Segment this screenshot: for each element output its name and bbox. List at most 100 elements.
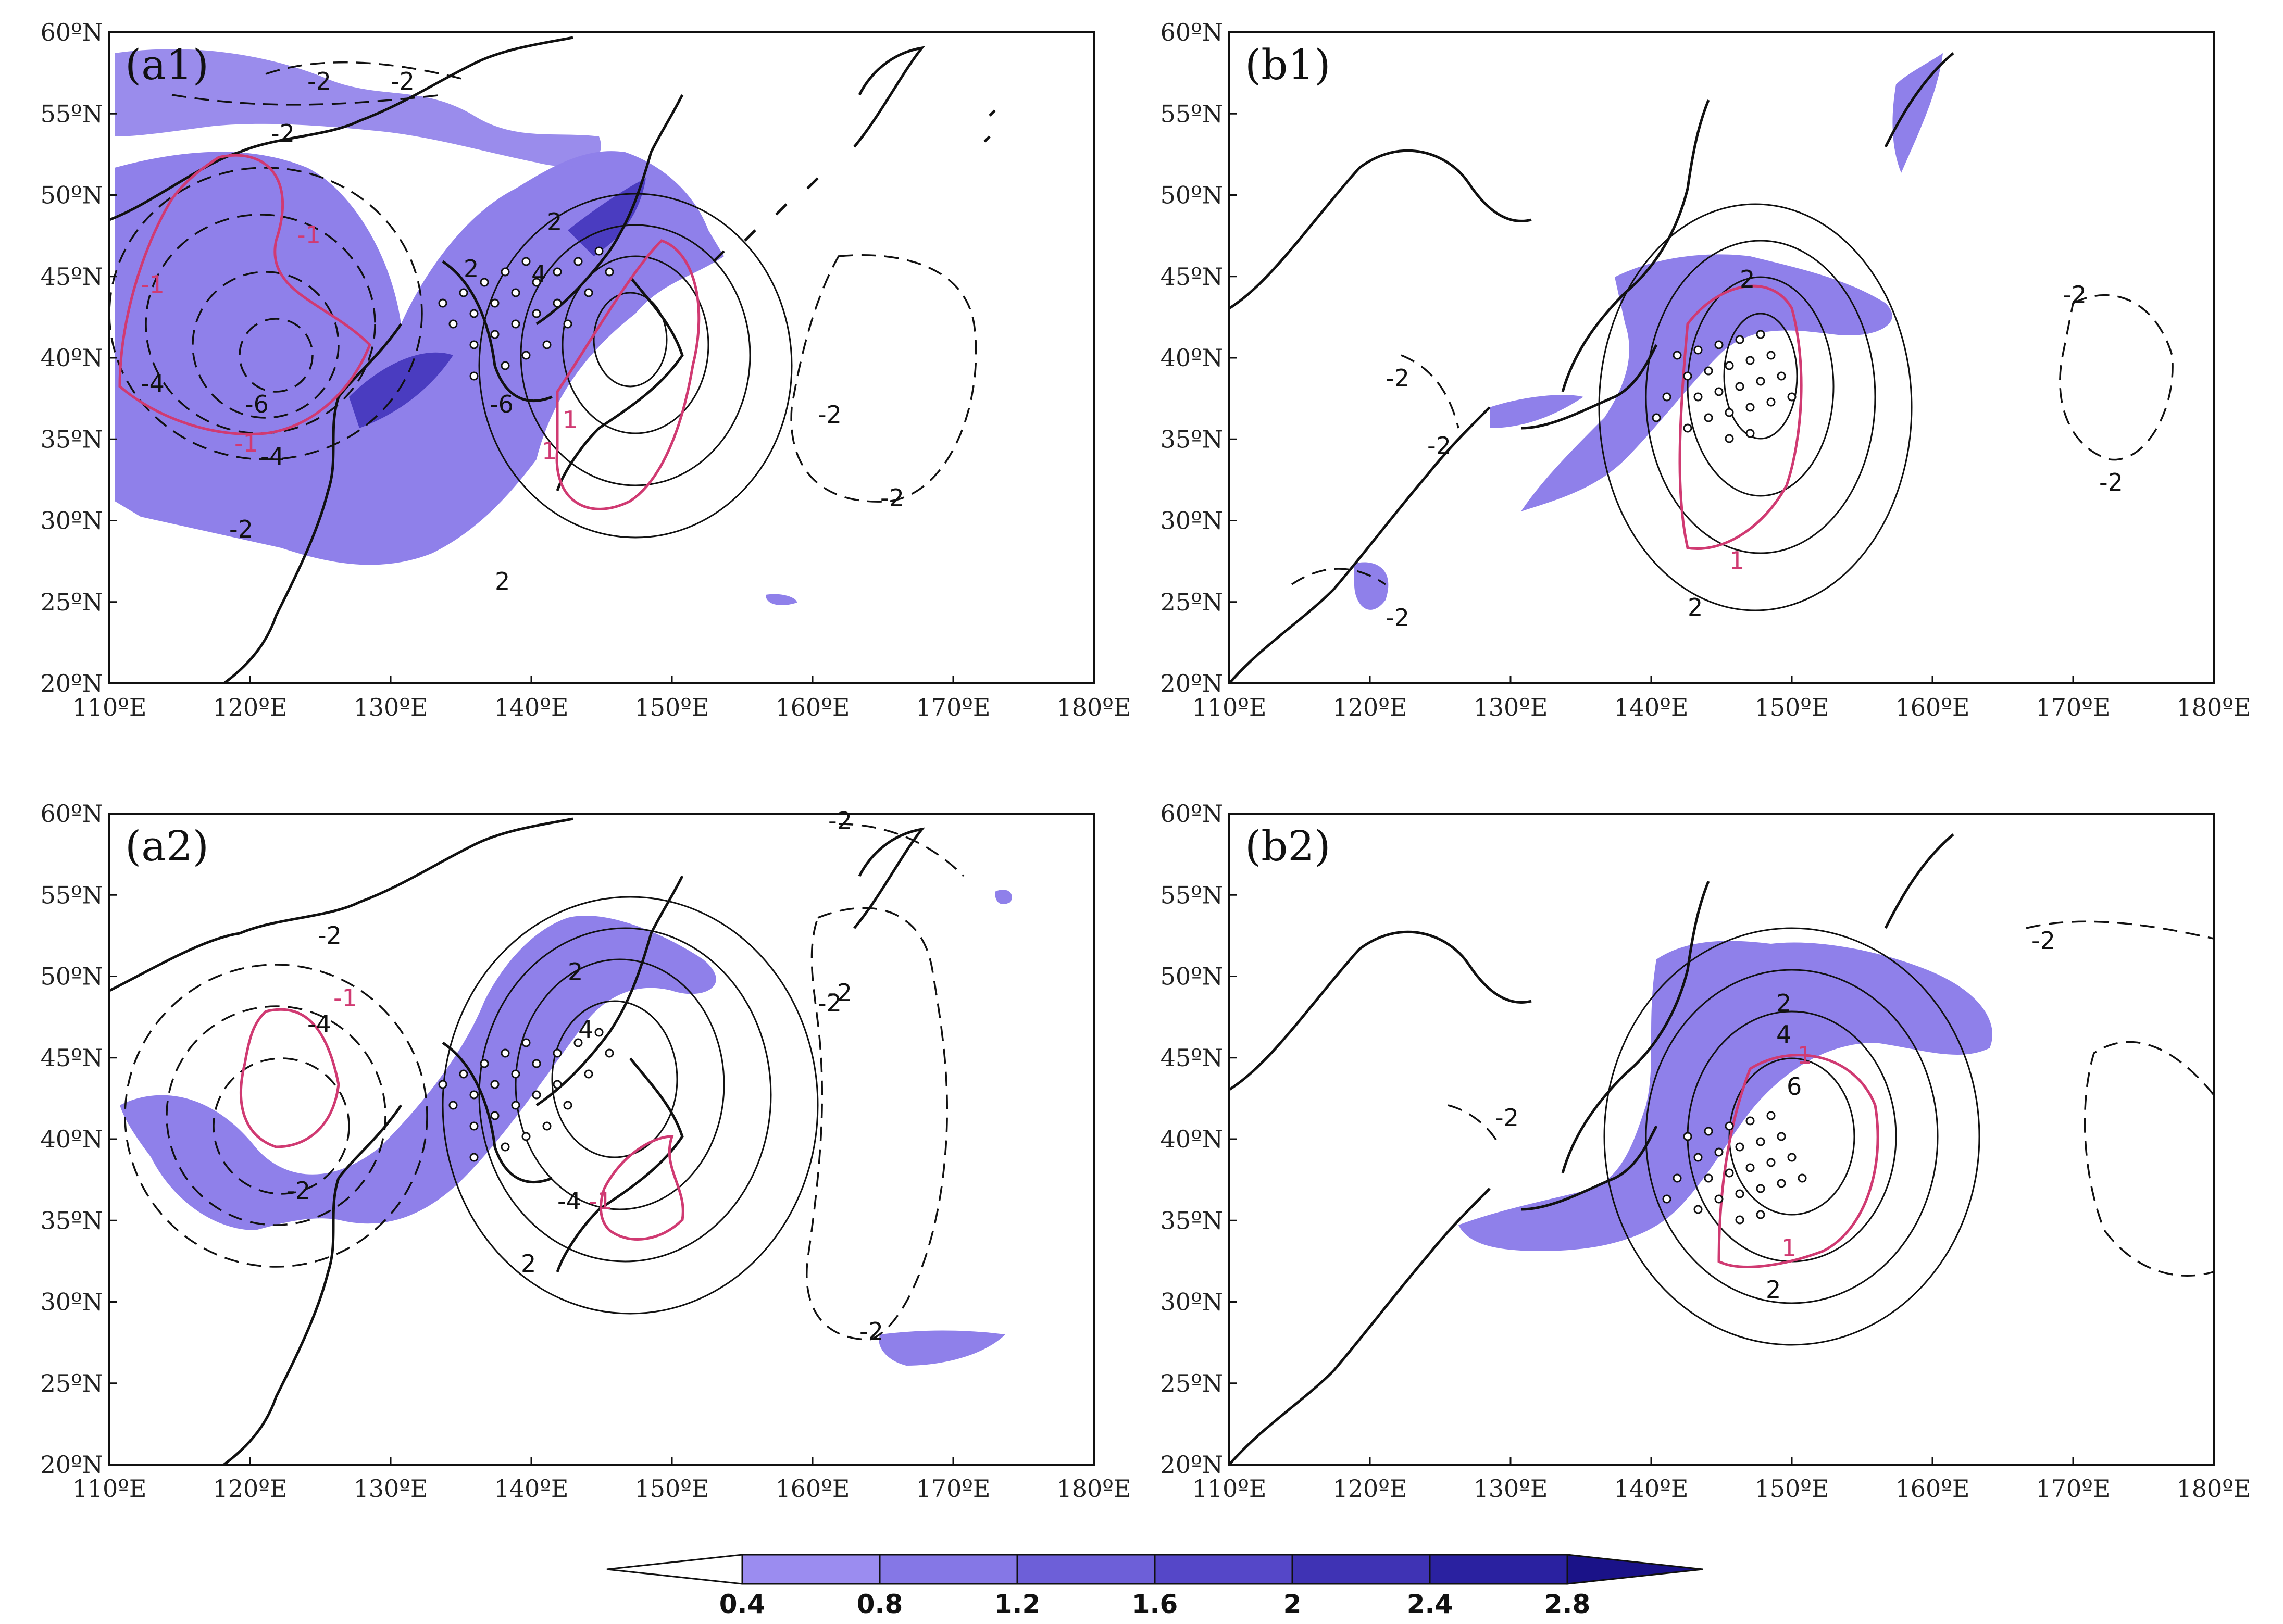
coastline [108, 817, 926, 1466]
colorbar-box [1154, 1554, 1293, 1585]
x-tick-label: 140ºE [1614, 1475, 1688, 1503]
colorbar-label: 2 [1283, 1589, 1302, 1619]
x-tick-label: 130ºE [353, 1475, 428, 1503]
y-tick-label: 25ºN [41, 588, 103, 616]
panel-label: (b1) [1245, 41, 1331, 89]
contour-label: -2 [271, 119, 295, 147]
y-tick-label: 30ºN [1161, 1288, 1223, 1316]
y-tick-label: 55ºN [41, 881, 103, 909]
x-tick-label: 130ºE [1473, 693, 1548, 721]
y-tick-label: 40ºN [1161, 1125, 1223, 1153]
precip-shading [1458, 941, 1992, 1251]
x-tick-label: 110ºE [1192, 1475, 1266, 1503]
colorbar-box [741, 1554, 881, 1585]
contour-label: 2 [568, 958, 583, 986]
contour-label: 1 [1729, 546, 1744, 574]
x-tick-label: 120ºE [213, 1475, 287, 1503]
contour-labels: 2 -2 -2 -2 -2 -2 1 2 [1386, 265, 2123, 632]
contour-label: -2 [880, 484, 904, 512]
coastline [713, 109, 996, 263]
y-tick-label: 20ºN [41, 669, 103, 697]
y-tick-label: 20ºN [1161, 1451, 1223, 1479]
contour-label: 1 [1797, 1041, 1812, 1069]
x-tick-label: 180ºE [1056, 1475, 1131, 1503]
precip-shading [879, 1330, 1005, 1366]
contour-label: -2 [2099, 468, 2123, 496]
contour-label: -2 [229, 515, 253, 543]
y-tick-label: 60ºN [1161, 799, 1223, 828]
contour-label: -2 [318, 921, 342, 950]
map-frame [1228, 31, 2215, 684]
x-tick-label: 140ºE [1614, 693, 1688, 721]
y-tick-label: 50ºN [1161, 181, 1223, 209]
contour-label: -2 [1386, 604, 1409, 632]
contour-label: 1 [542, 437, 557, 465]
x-tick-label: 120ºE [213, 693, 287, 721]
x-tick-label: 180ºE [1056, 693, 1131, 721]
colorbar-label: 0.8 [857, 1589, 903, 1619]
colorbar-label: 1.2 [994, 1589, 1041, 1619]
x-tick-label: 120ºE [1332, 693, 1407, 721]
x-tick-label: 170ºE [916, 693, 990, 721]
contour-label: -2 [1495, 1104, 1519, 1132]
y-tick-label: 40ºN [41, 1125, 103, 1153]
contour-label: -2 [828, 807, 852, 835]
colorbar: 0.4 0.8 1.2 1.6 2 2.4 2.8 [606, 1554, 1703, 1619]
panel-label: (a2) [125, 822, 209, 870]
station-dots [438, 1028, 614, 1162]
x-tick-label: 140ºE [494, 693, 568, 721]
contour-labels: -2 -2 -2 -1 -1 -4 -6 -1 -4 -2 2 2 4 -6 1… [141, 67, 904, 595]
colorbar-extend-max [1566, 1554, 1703, 1585]
coastline [1228, 833, 1954, 1466]
y-tick-label: 40ºN [41, 344, 103, 372]
x-tick-label: 130ºE [1473, 1475, 1548, 1503]
panel-label: (a1) [125, 41, 209, 89]
x-tick-label: 160ºE [1895, 1475, 1969, 1503]
station-dots [438, 246, 614, 381]
y-tick-label: 45ºN [41, 1044, 103, 1072]
y-tick-label: 30ºN [1161, 507, 1223, 535]
x-tick-label: 180ºE [2176, 693, 2251, 721]
contour-label: -6 [490, 390, 514, 418]
y-tick-label: 20ºN [1161, 669, 1223, 697]
x-tick-label: 130ºE [353, 693, 428, 721]
contour-label: -1 [234, 429, 258, 457]
contour-label: -2 [2063, 281, 2087, 309]
precip-shading [1490, 395, 1583, 428]
y-tick-label: 60ºN [1161, 18, 1223, 46]
contour-label: -2 [307, 67, 331, 95]
y-tick-label: 55ºN [41, 99, 103, 128]
contour-label: -2 [391, 67, 415, 95]
y-tick-label: 20ºN [41, 1451, 103, 1479]
contour-label: 2 [1766, 1276, 1781, 1304]
y-tick-label: 55ºN [1161, 99, 1223, 128]
panel-b2: 2 4 1 6 -2 -2 1 2 (b2) [1228, 813, 2215, 1466]
x-tick-label: 170ºE [2036, 693, 2110, 721]
contour-label: -2 [1427, 432, 1451, 460]
x-tick-label: 150ºE [1754, 693, 1829, 721]
contour-label: -2 [818, 401, 842, 429]
contour-label: -1 [333, 984, 357, 1012]
panel-label: (b2) [1245, 822, 1331, 870]
station-dots [1662, 1111, 1807, 1225]
precip-shading [766, 594, 797, 605]
contour-label: -1 [141, 270, 165, 298]
colorbar-box [879, 1554, 1018, 1585]
contour-label: -2 [286, 1177, 310, 1205]
contour-label: -2 [828, 979, 852, 1007]
y-tick-label: 50ºN [41, 963, 103, 991]
precip-shading [120, 916, 716, 1230]
contour-label: -4 [557, 1187, 581, 1215]
contour-label: 2 [1740, 265, 1755, 293]
contour-label: 2 [1688, 593, 1703, 621]
contour-label: -2 [2031, 927, 2055, 955]
x-tick-label: 160ºE [775, 1475, 850, 1503]
station-dots [1652, 330, 1797, 443]
contour-label: -1 [589, 1187, 613, 1215]
x-tick-label: 150ºE [1754, 1475, 1829, 1503]
x-tick-label: 150ºE [634, 1475, 709, 1503]
y-tick-label: 40ºN [1161, 344, 1223, 372]
y-tick-label: 25ºN [1161, 1369, 1223, 1397]
x-tick-label: 120ºE [1332, 1475, 1407, 1503]
